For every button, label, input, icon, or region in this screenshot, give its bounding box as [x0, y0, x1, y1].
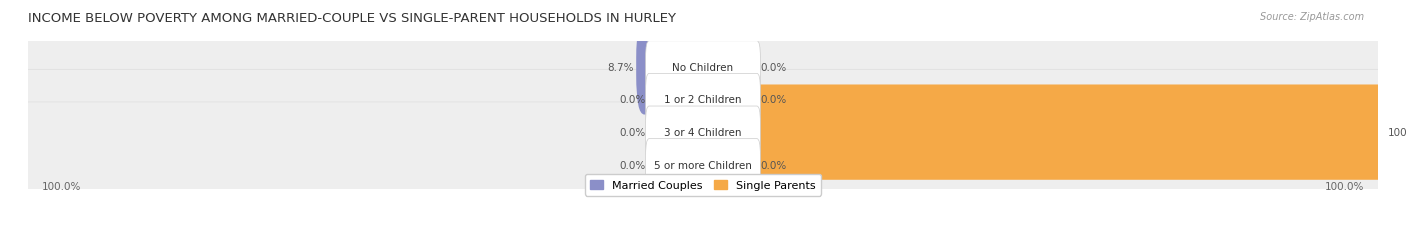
Text: 1 or 2 Children: 1 or 2 Children	[664, 95, 742, 105]
Text: INCOME BELOW POVERTY AMONG MARRIED-COUPLE VS SINGLE-PARENT HOUSEHOLDS IN HURLEY: INCOME BELOW POVERTY AMONG MARRIED-COUPL…	[28, 12, 676, 24]
FancyBboxPatch shape	[651, 98, 709, 167]
Text: No Children: No Children	[672, 63, 734, 73]
Text: 0.0%: 0.0%	[620, 160, 645, 170]
FancyBboxPatch shape	[651, 66, 709, 134]
Text: 0.0%: 0.0%	[620, 95, 645, 105]
Text: 100.0%: 100.0%	[1324, 181, 1364, 191]
Text: 5 or more Children: 5 or more Children	[654, 160, 752, 170]
FancyBboxPatch shape	[636, 20, 711, 115]
FancyBboxPatch shape	[697, 33, 755, 102]
FancyBboxPatch shape	[697, 66, 755, 134]
Text: 100.0%: 100.0%	[42, 181, 82, 191]
Text: 0.0%: 0.0%	[761, 95, 786, 105]
Text: 0.0%: 0.0%	[620, 128, 645, 137]
FancyBboxPatch shape	[18, 5, 1388, 130]
FancyBboxPatch shape	[645, 74, 761, 126]
Text: 0.0%: 0.0%	[761, 160, 786, 170]
Text: 3 or 4 Children: 3 or 4 Children	[664, 128, 742, 137]
FancyBboxPatch shape	[697, 131, 755, 200]
Text: 0.0%: 0.0%	[761, 63, 786, 73]
FancyBboxPatch shape	[651, 131, 709, 200]
Text: Source: ZipAtlas.com: Source: ZipAtlas.com	[1260, 12, 1364, 21]
FancyBboxPatch shape	[18, 70, 1388, 195]
FancyBboxPatch shape	[645, 139, 761, 191]
Legend: Married Couples, Single Parents: Married Couples, Single Parents	[585, 174, 821, 196]
FancyBboxPatch shape	[18, 37, 1388, 163]
FancyBboxPatch shape	[645, 42, 761, 94]
FancyBboxPatch shape	[18, 103, 1388, 228]
Text: 100.0%: 100.0%	[1388, 128, 1406, 137]
Text: 8.7%: 8.7%	[607, 63, 634, 73]
FancyBboxPatch shape	[645, 106, 761, 158]
FancyBboxPatch shape	[695, 85, 1386, 180]
